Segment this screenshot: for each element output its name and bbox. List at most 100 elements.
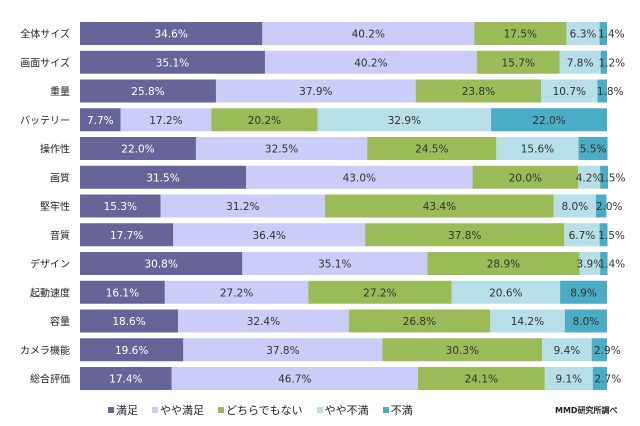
data-label: 3.9% [577, 259, 604, 271]
bar-segment [120, 108, 212, 132]
data-label: 5.5% [580, 144, 607, 156]
data-label: 32.5% [265, 144, 298, 156]
legend-label: どちらでもない [226, 404, 303, 417]
bar-segment [451, 280, 561, 304]
legend-label: 満足 [116, 404, 138, 417]
bar-segment [178, 309, 349, 333]
data-label: 6.3% [570, 29, 597, 41]
bar-segment [80, 280, 165, 304]
data-label: 34.6% [154, 29, 187, 41]
bar-segment [183, 338, 383, 362]
bar-segment [600, 252, 608, 275]
bar-segment [325, 194, 554, 218]
source-note: MMD研究所調べ [555, 406, 618, 415]
bar-segment [365, 223, 565, 247]
data-label: 17.4% [109, 374, 142, 386]
data-label: 32.9% [388, 115, 421, 127]
bar-segment [80, 338, 184, 362]
data-label: 43.0% [343, 172, 376, 184]
category-label: バッテリー [20, 115, 70, 127]
data-label: 35.1% [156, 57, 189, 69]
bar-segment [80, 367, 172, 390]
legend-label: やや不満 [324, 404, 369, 417]
bar-segment [542, 338, 592, 362]
data-label: 37.8% [266, 345, 299, 357]
bar-segment [415, 79, 542, 103]
category-label: 画質 [50, 171, 70, 184]
data-label: 32.4% [247, 316, 280, 328]
bar-segment [80, 252, 243, 275]
category-label: 重量 [50, 85, 70, 98]
data-label: 37.8% [448, 230, 481, 242]
data-label: 30.8% [144, 259, 177, 271]
data-label: 1.5% [598, 230, 625, 242]
data-label: 1.2% [598, 57, 625, 69]
legend-swatch [152, 407, 158, 413]
bar-segment [80, 108, 121, 132]
data-label: 8.0% [562, 201, 589, 213]
data-label: 1.4% [598, 259, 625, 271]
bar-segment [491, 108, 607, 132]
bar-segment [541, 79, 598, 103]
legend-item: やや満足 [152, 402, 204, 418]
legend-item: 満足 [108, 402, 138, 418]
bar-segment [490, 309, 565, 333]
bar-segment [195, 137, 368, 160]
category-label: デザイン [30, 258, 70, 271]
data-label: 36.4% [253, 230, 286, 242]
bar-segment [591, 338, 607, 362]
bar-segment [246, 165, 473, 189]
bar-segment [544, 367, 593, 390]
bar-segment [80, 137, 196, 160]
data-label: 6.7% [569, 230, 596, 242]
data-label: 8.0% [573, 316, 600, 328]
data-label: 15.6% [521, 144, 554, 156]
legend-swatch [108, 407, 114, 413]
category-label: 音質 [50, 229, 70, 242]
bar-segment [317, 108, 492, 132]
bar-segment [382, 338, 543, 362]
bar-segment [600, 165, 609, 189]
data-label: 17.2% [149, 115, 182, 127]
category-label: 画面サイズ [20, 56, 70, 69]
bar-segment [80, 79, 216, 103]
bar-segment [578, 165, 601, 189]
data-label: 46.7% [278, 374, 311, 386]
data-label: 31.5% [146, 172, 179, 184]
bar-segment [592, 367, 607, 390]
bar-segment [417, 367, 545, 390]
data-label: 4.2% [576, 172, 603, 184]
data-label: 14.2% [511, 316, 544, 328]
bar-segment [564, 309, 607, 333]
data-label: 30.3% [446, 345, 479, 357]
legend: 満足 やや満足 どちらでもない やや不満 不満 [108, 402, 413, 418]
bar-segment [80, 22, 263, 45]
bar-segment [80, 194, 161, 218]
bar-segment [367, 137, 497, 160]
data-label: 20.0% [509, 172, 542, 184]
bar-segment [566, 22, 600, 45]
bar-segment [173, 223, 366, 247]
legend-swatch [218, 407, 224, 413]
legend-item: どちらでもない [218, 402, 303, 418]
bar-segment [578, 137, 608, 160]
data-label: 9.4% [554, 345, 581, 357]
bar-segment [211, 108, 318, 132]
data-label: 18.6% [112, 316, 145, 328]
data-label: 2.0% [596, 201, 623, 213]
data-label: 17.5% [504, 29, 537, 41]
data-label: 1.8% [597, 86, 624, 98]
legend-swatch [316, 407, 323, 413]
stacked-bar-chart: 全体サイズ 34.6% 40.2% 17.5% 6.3% 1.4%画面サイズ 35.1% 40… [20, 22, 625, 390]
data-label: 24.1% [465, 374, 498, 386]
data-label: 24.5% [415, 144, 448, 156]
legend-label: やや満足 [160, 404, 204, 417]
bar-segment [171, 367, 418, 390]
data-label: 40.2% [352, 29, 385, 41]
data-label: 40.2% [354, 57, 387, 69]
data-label: 7.7% [87, 115, 114, 127]
bar-segment [164, 280, 309, 304]
bar-segment [348, 309, 491, 333]
data-label: 25.8% [131, 86, 164, 98]
